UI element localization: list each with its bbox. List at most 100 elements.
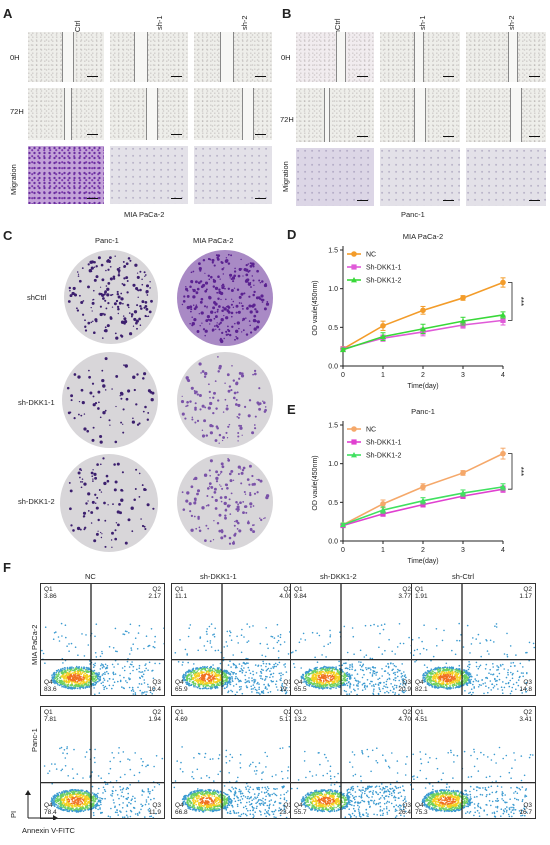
flow-event-dot [55,676,58,679]
flow-event-dot [369,672,371,674]
colony-dot [263,401,266,404]
colony-dot [230,315,233,318]
colony-dot [90,306,92,309]
flow-event-dot [200,672,202,674]
colony-dot [120,488,123,492]
flow-event-dot [231,676,233,678]
flow-event-dot [451,672,454,675]
data-point [340,346,346,353]
flow-event-dot [458,622,460,625]
colony-dot [213,264,216,267]
flow-event-dot [99,797,101,799]
flow-event-dot [93,687,95,689]
flow-event-dot [272,672,275,675]
flow-event-dot [94,683,97,686]
flow-event-dot [57,636,60,638]
flow-event-dot [308,668,311,671]
flow-event-dot [93,669,96,672]
flow-event-dot [131,686,134,689]
flow-event-dot [517,679,520,681]
colony-dot [101,533,103,535]
flow-event-dot [88,684,90,687]
colony-dot [249,283,252,286]
legend-label: Sh-DKK1-1 [366,265,402,272]
flow-event-dot [269,663,271,666]
colony-dot [191,416,194,419]
flow-event-dot [84,669,87,671]
flow-event-dot [404,690,407,692]
colony-dish-panc1-shdkk1-1 [62,352,158,448]
flow-event-dot [381,653,384,655]
flow-event-dot [71,675,73,677]
colony-dot [122,283,126,287]
flow-event-dot [65,636,67,639]
flow-event-dot [400,672,403,675]
colony-dot [120,302,122,305]
flow-event-dot [94,664,96,667]
flow-event-dot [373,688,375,690]
flow-event-dot [101,650,103,653]
colony-dot [216,257,220,261]
colony-dot [100,536,103,539]
colony-dot [93,289,95,292]
flow-event-dot [270,673,273,675]
flow-event-dot [223,687,226,690]
flow-event-dot [314,677,317,679]
flow-event-dot [138,664,141,667]
flow-event-dot [246,623,248,625]
colony-dot [97,256,101,260]
flow-event-dot [115,650,117,652]
colony-dot [131,530,134,533]
colony-dot [218,433,222,437]
wound-image-b-72h-sh2 [466,88,546,142]
colony-dot [202,328,206,331]
flow-event-dot [459,676,462,679]
colony-dot [139,288,142,292]
colony-dot [92,480,94,482]
colony-dot [249,305,252,308]
colony-dot [248,464,252,468]
flow-event-dot [185,672,187,675]
flow-event-dot [385,665,387,667]
flow-event-dot [332,673,335,676]
flow-event-dot [285,671,288,673]
flow-event-dot [71,682,73,685]
flow-event-dot [511,677,514,680]
colony-dot [221,487,224,490]
colony-dot [123,319,128,324]
colony-dot [223,337,225,340]
colony-dot [219,278,221,280]
flow-event-dot [372,672,374,674]
colony-dot [114,480,118,484]
colony-dot [105,285,108,287]
flow-event-dot [283,641,286,643]
flow-event-dot [456,639,458,642]
flow-event-dot [351,665,353,667]
flow-event-dot [346,677,349,680]
flow-event-dot [72,680,74,682]
flow-event-dot [399,669,401,672]
flow-event-dot [252,688,254,690]
colony-dot [190,310,192,313]
flow-event-dot [364,624,367,627]
flow-event-dot [395,686,398,689]
quadrant-name: Q1 [175,586,184,593]
flow-event-dot [360,665,363,668]
flow-event-dot [451,678,454,680]
flow-event-dot [245,685,248,687]
flow-event-dot [439,670,441,673]
flow-event-dot [341,679,344,682]
flow-event-dot [351,627,354,629]
flow-event-dot [66,676,69,678]
colony-dot [223,267,225,269]
colony-dot [111,546,113,548]
panel-f-col-label-2: sh-DKK1-2 [320,572,357,581]
colony-dot [92,395,95,398]
colony-dot [78,294,81,297]
wound-image-a-72h-sh2 [194,88,272,140]
flow-event-dot [533,646,535,649]
flow-event-dot [346,651,349,654]
flow-event-dot [81,633,83,635]
flow-event-dot [509,679,511,682]
flow-event-dot [374,667,377,669]
